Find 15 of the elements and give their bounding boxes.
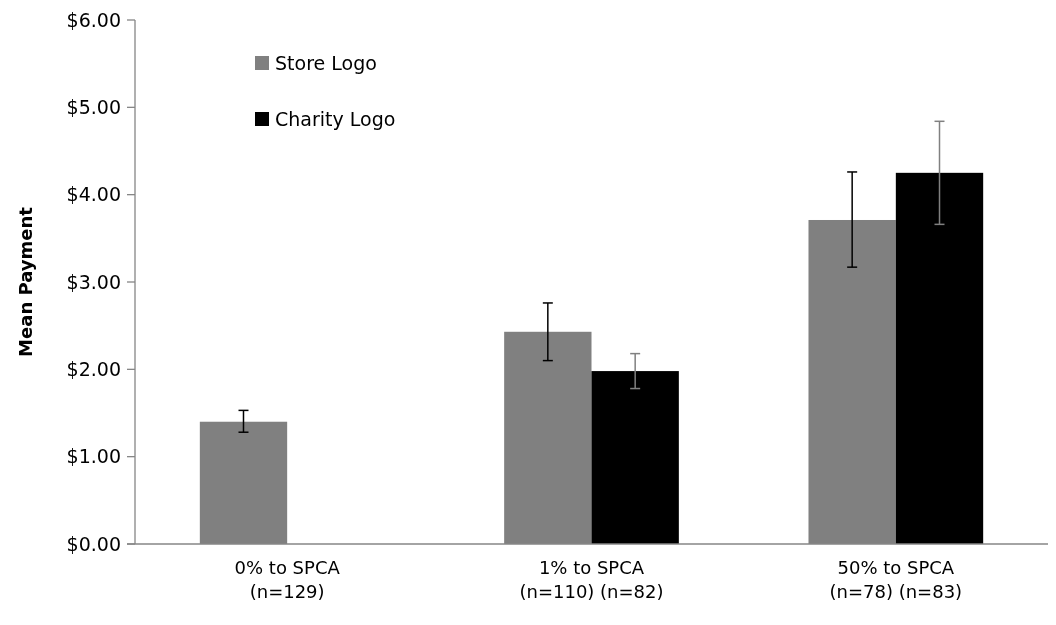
bar [895,172,984,544]
bar [591,371,679,544]
y-tick-label: $0.00 [66,532,121,555]
legend-label: Store Logo [275,51,377,74]
y-tick-label: $4.00 [66,183,121,206]
x-tick-label: 1% to SPCA (n=110) (n=82) [519,557,664,602]
y-tick-label: $3.00 [66,270,121,293]
y-tick-label: $5.00 [66,95,121,118]
x-tick-label: 50% to SPCA (n=78) (n=83) [829,557,963,602]
x-tick-label: 0% to SPCA (n=129) [234,557,341,602]
y-tick-label: $1.00 [66,445,121,468]
legend-label: Charity Logo [275,107,396,130]
y-axis-title: Mean Payment [15,206,36,357]
y-tick-label: $6.00 [66,8,121,31]
y-tick-label: $2.00 [66,357,121,380]
